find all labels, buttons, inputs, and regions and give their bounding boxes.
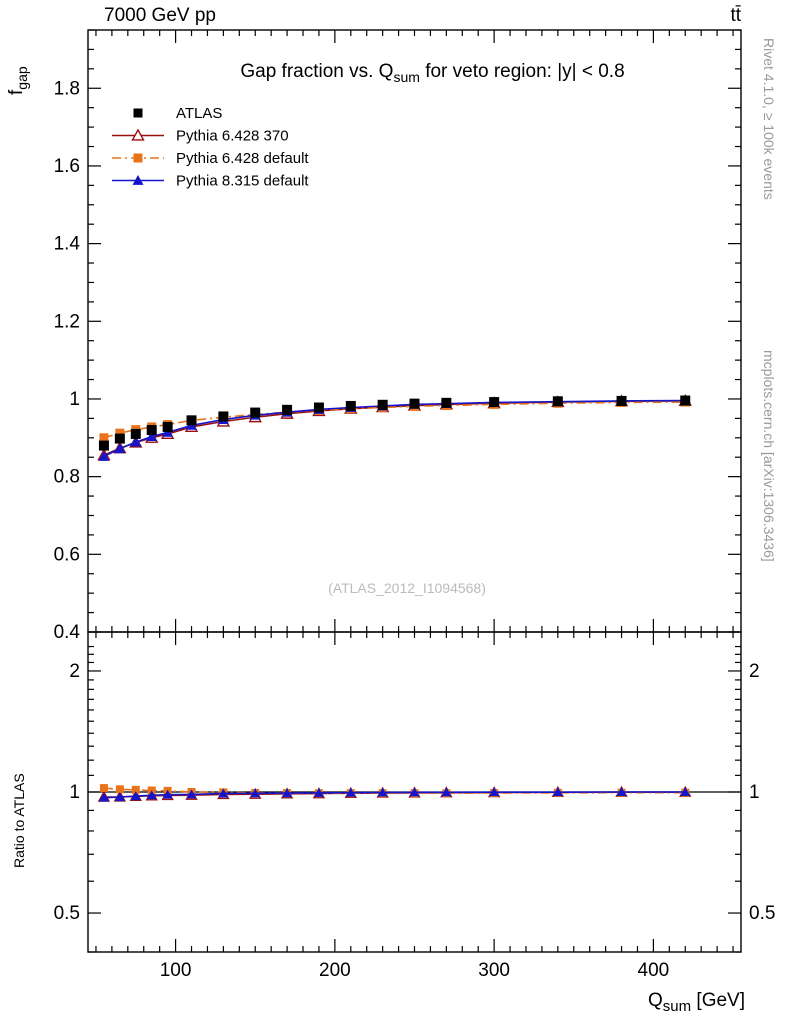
y-tick-label: 1.6 bbox=[54, 156, 80, 177]
analysis-watermark: (ATLAS_2012_I1094568) bbox=[328, 580, 486, 596]
series-atlas-data bbox=[98, 395, 691, 451]
legend-label: Pythia 6.428 370 bbox=[176, 128, 289, 145]
ratio-tick-label: 1 bbox=[69, 782, 80, 803]
series-pythia-8-315-default bbox=[98, 395, 691, 461]
mcplots-credit-label: mcplots.cern.ch [arXiv:1306.3436] bbox=[761, 350, 777, 562]
y-tick-label: 1.2 bbox=[54, 311, 80, 332]
y-axis-label: fgap bbox=[6, 66, 30, 95]
plot-title-text: Gap fraction vs. Qsum for veto region: |… bbox=[240, 61, 624, 85]
legend-label: ATLAS bbox=[176, 105, 222, 122]
legend: ATLAS Pythia 6.428 370 Pythia 6.428 defaul… bbox=[112, 105, 309, 190]
y-tick-label: 0.6 bbox=[54, 544, 80, 565]
y-tick-label: 1.4 bbox=[54, 234, 81, 255]
header-process-label: tt̄ bbox=[730, 5, 741, 26]
chart-render-layer: 100 200 300 400 0.4 0.6 0.8 1 1.2 1.4 1.6 1.8 0.5 0.5… bbox=[6, 29, 775, 1015]
y-tick-label: 0.4 bbox=[54, 622, 81, 643]
y-axis-label-text: fgap bbox=[6, 66, 30, 95]
ratio-axis-label: Ratio to ATLAS bbox=[11, 773, 27, 868]
x-axis-label-text: Qsum [GeV] bbox=[648, 990, 745, 1015]
ratio-tick-label: 0.5 bbox=[749, 903, 775, 924]
y-tick-label: 0.8 bbox=[54, 467, 80, 488]
panel-frames bbox=[87, 29, 742, 953]
ratio-tick-label: 1 bbox=[749, 782, 760, 803]
x-tick-label: 200 bbox=[319, 960, 351, 981]
rivet-version-label: Rivet 4.1.0, ≥ 100k events bbox=[761, 38, 777, 200]
plot-title: Gap fraction vs. Qsum for veto region: |… bbox=[240, 61, 624, 85]
ratio-tick-label: 2 bbox=[69, 661, 80, 682]
x-axis-label: Qsum [GeV] bbox=[648, 990, 745, 1015]
legend-label: Pythia 6.428 default bbox=[176, 150, 309, 167]
ratio-series-pythia-8-315-default bbox=[98, 787, 691, 802]
x-tick-label: 400 bbox=[638, 960, 670, 981]
x-tick-label: 300 bbox=[478, 960, 510, 981]
x-tick-label: 100 bbox=[160, 960, 192, 981]
y-tick-label: 1 bbox=[69, 389, 80, 410]
header-beam-label: 7000 GeV pp bbox=[104, 5, 216, 26]
axis-ticks: 100 200 300 400 0.4 0.6 0.8 1 1.2 1.4 1.6 1.8 0.5 0.5… bbox=[54, 29, 775, 981]
ratio-tick-label: 2 bbox=[749, 661, 760, 682]
y-tick-label: 1.8 bbox=[54, 78, 80, 99]
ratio-tick-label: 0.5 bbox=[54, 903, 80, 924]
legend-label: Pythia 8.315 default bbox=[176, 173, 309, 190]
